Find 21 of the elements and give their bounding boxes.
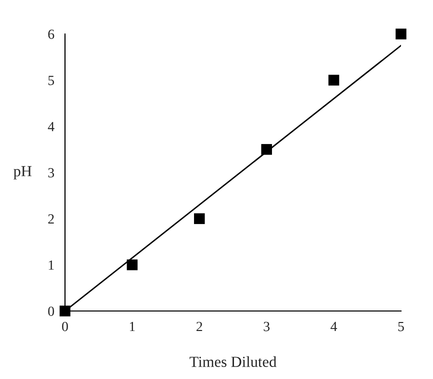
point bbox=[60, 306, 70, 316]
point bbox=[126, 259, 138, 270]
x-tick-label: 0 bbox=[62, 322, 68, 332]
y-tick-label: 6 bbox=[48, 30, 54, 39]
point bbox=[261, 144, 272, 155]
x-tick-label: 4 bbox=[330, 322, 338, 332]
point bbox=[396, 28, 406, 40]
y-tick-label: 4 bbox=[48, 122, 54, 132]
y-tick-label: 1 bbox=[48, 260, 54, 270]
x-tick-label: 3 bbox=[264, 322, 270, 332]
y-tick-label: 0 bbox=[48, 306, 54, 316]
y-axis-title: pH bbox=[14, 166, 32, 180]
x-tick-label: 5 bbox=[398, 322, 404, 332]
x-tick-label: 1 bbox=[130, 322, 135, 332]
x-axis-title: Times Diluted bbox=[190, 356, 276, 367]
y-tick-label: 2 bbox=[48, 214, 54, 224]
y-tick-label: 3 bbox=[48, 168, 54, 178]
point bbox=[328, 74, 340, 86]
x-tick-label: 2 bbox=[196, 322, 202, 332]
y-tick-label: 5 bbox=[48, 76, 54, 86]
point bbox=[194, 213, 205, 224]
